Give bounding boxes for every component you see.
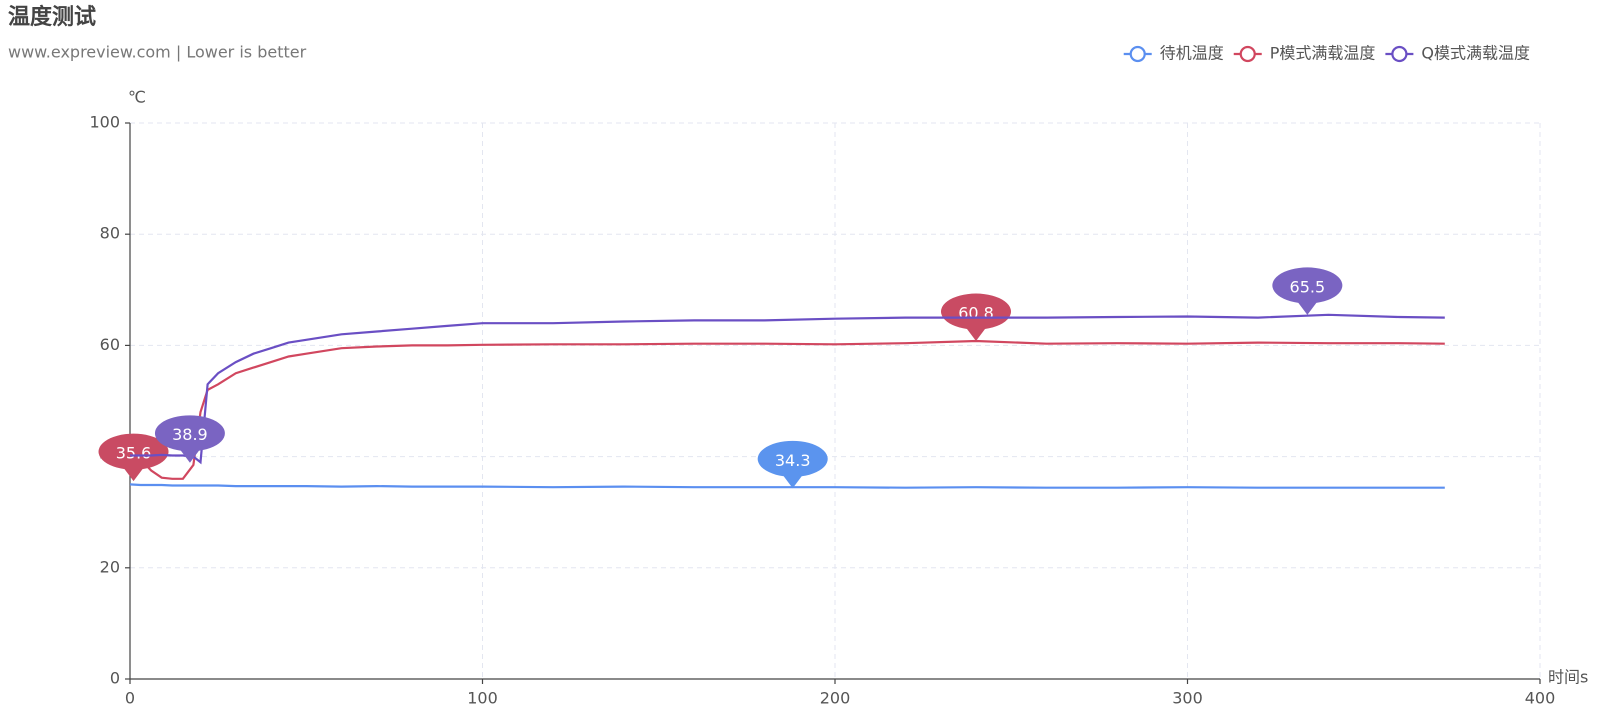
legend-label: Q模式满载温度 — [1421, 44, 1530, 63]
legend-label: 待机温度 — [1160, 44, 1224, 63]
x-axis-label: 时间s — [1548, 668, 1588, 687]
pin-label: 60.8 — [958, 303, 994, 322]
chart-subtitle: www.expreview.com | Lower is better — [8, 43, 307, 62]
x-tick-label: 0 — [125, 689, 135, 708]
y-tick-label: 100 — [89, 113, 120, 132]
legend-item[interactable]: 待机温度 — [1123, 44, 1224, 63]
y-tick-label: 0 — [110, 669, 120, 688]
pin-shape — [98, 433, 169, 482]
legend-item[interactable]: Q模式满载温度 — [1385, 44, 1530, 63]
y-tick-label: 20 — [100, 557, 120, 576]
x-tick-label: 100 — [467, 689, 498, 708]
mark-pin: 38.9 — [154, 415, 225, 463]
legend-marker — [1129, 45, 1146, 63]
pin-shape — [757, 440, 828, 489]
legend-label: P模式满载温度 — [1270, 44, 1376, 63]
x-tick-label: 300 — [1172, 689, 1203, 708]
x-tick-label: 200 — [820, 689, 851, 708]
y-axis-label: ℃ — [128, 88, 146, 107]
pin-label: 65.5 — [1290, 277, 1326, 296]
pin-shape — [154, 415, 225, 463]
y-tick-label: 80 — [100, 224, 120, 243]
pin-label: 38.9 — [172, 425, 208, 444]
pin-label: 34.3 — [775, 451, 811, 470]
line-series — [129, 339, 1445, 480]
line-series — [129, 483, 1445, 489]
pin-label: 35.6 — [116, 444, 152, 463]
line-series — [130, 313, 1445, 465]
pin-shape — [1272, 267, 1343, 315]
mark-pin: 34.3 — [757, 440, 828, 489]
chart-title: 温度测试 — [8, 4, 96, 30]
mark-pin: 35.6 — [98, 433, 169, 482]
legend-item[interactable]: P模式满载温度 — [1233, 44, 1376, 63]
y-tick-label: 60 — [100, 335, 120, 354]
x-tick-label: 400 — [1525, 689, 1556, 708]
legend-marker — [1239, 45, 1256, 63]
legend-marker — [1391, 45, 1408, 63]
mark-pin: 65.5 — [1272, 267, 1343, 315]
